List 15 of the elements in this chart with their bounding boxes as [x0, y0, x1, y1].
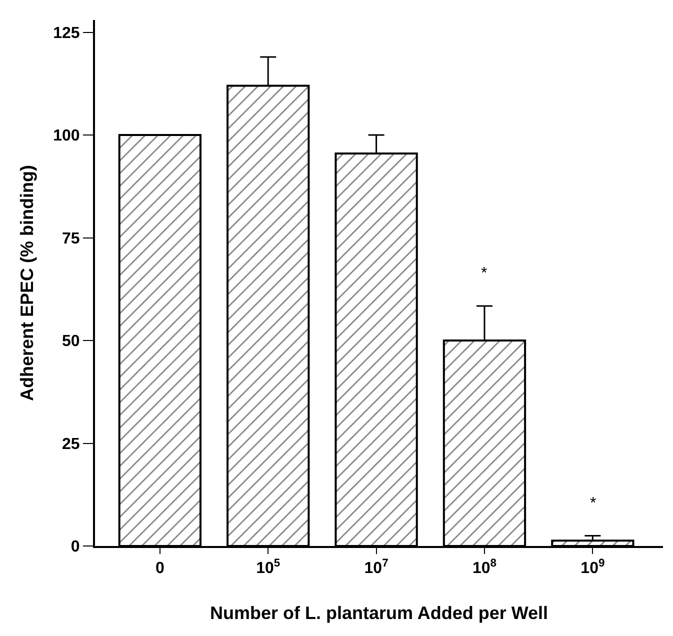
- y-tick-label: 50: [62, 333, 80, 350]
- annotation: *: [481, 265, 488, 282]
- y-tick-label: 100: [53, 128, 80, 145]
- x-axis-title: Number of L. plantarum Added per Well: [210, 602, 548, 623]
- y-tick-label: 75: [62, 230, 80, 248]
- x-tick-label: 10$^{7}$: [364, 557, 388, 578]
- y-tick-label: 125: [53, 24, 80, 42]
- x-tick-label: 10$^{8}$: [472, 557, 497, 578]
- x-tick-label: 0: [155, 560, 164, 578]
- x-tick-label: 10$^{9}$: [580, 557, 605, 578]
- annotation: *: [590, 495, 596, 512]
- y-tick-label: 25: [62, 436, 80, 453]
- y-axis-title: Adherent EPEC (% binding): [16, 165, 37, 401]
- y-tick-label: 0: [70, 538, 80, 556]
- x-tick-label: 10$^{5}$: [256, 557, 280, 578]
